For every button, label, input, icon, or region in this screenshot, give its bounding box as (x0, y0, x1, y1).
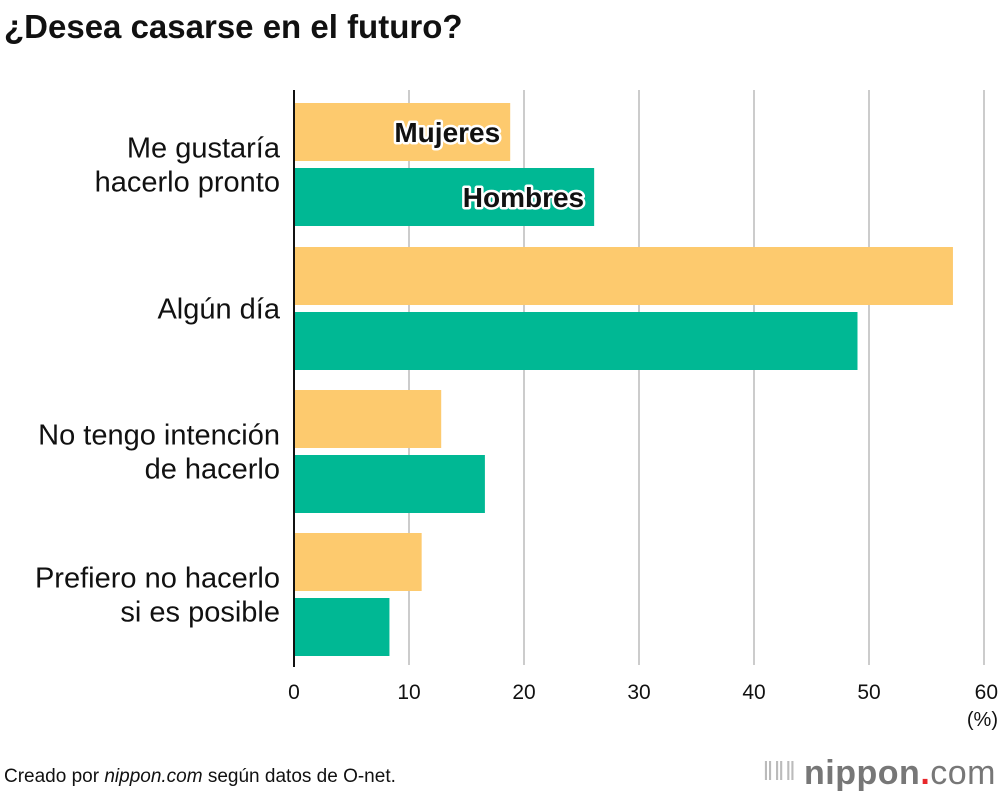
source-note: Creado por nippon.com según datos de O-n… (4, 766, 396, 788)
chart-title: ¿Desea casarse en el futuro? (4, 8, 463, 45)
bar-mujeres (294, 247, 953, 305)
category-label: hacerlo pronto (95, 167, 280, 199)
bar-mujeres (294, 390, 442, 448)
bar-mujeres (294, 103, 511, 161)
x-tick-label: 30 (627, 681, 650, 704)
category-label: si es posible (120, 597, 280, 629)
source-site: nippon.com (104, 766, 203, 787)
x-tick-label: 40 (742, 681, 765, 704)
x-unit-label: (%) (967, 709, 998, 731)
x-tick-label: 0 (288, 681, 300, 704)
legend-label-hombres: Hombres (463, 182, 584, 213)
bar-mujeres (294, 533, 422, 591)
bar-hombres (294, 455, 485, 513)
x-tick-label: 50 (857, 681, 880, 704)
legend-label-mujeres: Mujeres (394, 117, 500, 148)
category-label: Prefiero no hacerlo (35, 563, 280, 595)
x-tick-label: 10 (397, 681, 420, 704)
nippon-logo: ‖‖‖ nippon.com (762, 754, 996, 792)
x-tick-label: 60 (975, 681, 998, 704)
bar-hombres (294, 312, 858, 370)
category-label: Algún día (157, 294, 280, 326)
bar-chart: 0 10 20 30 40 50 60 (%) Mujeres Hombres Me gustarí… (35, 90, 998, 731)
category-label: de hacerlo (145, 454, 280, 486)
category-label: No tengo intención (38, 420, 280, 452)
x-tick-label: 20 (512, 681, 535, 704)
bar-hombres (294, 598, 390, 656)
source-suffix: según datos de O-net. (202, 766, 396, 787)
bar-hombres (294, 168, 595, 226)
category-label: Me gustaría (127, 133, 281, 165)
source-prefix: Creado por (4, 766, 105, 787)
